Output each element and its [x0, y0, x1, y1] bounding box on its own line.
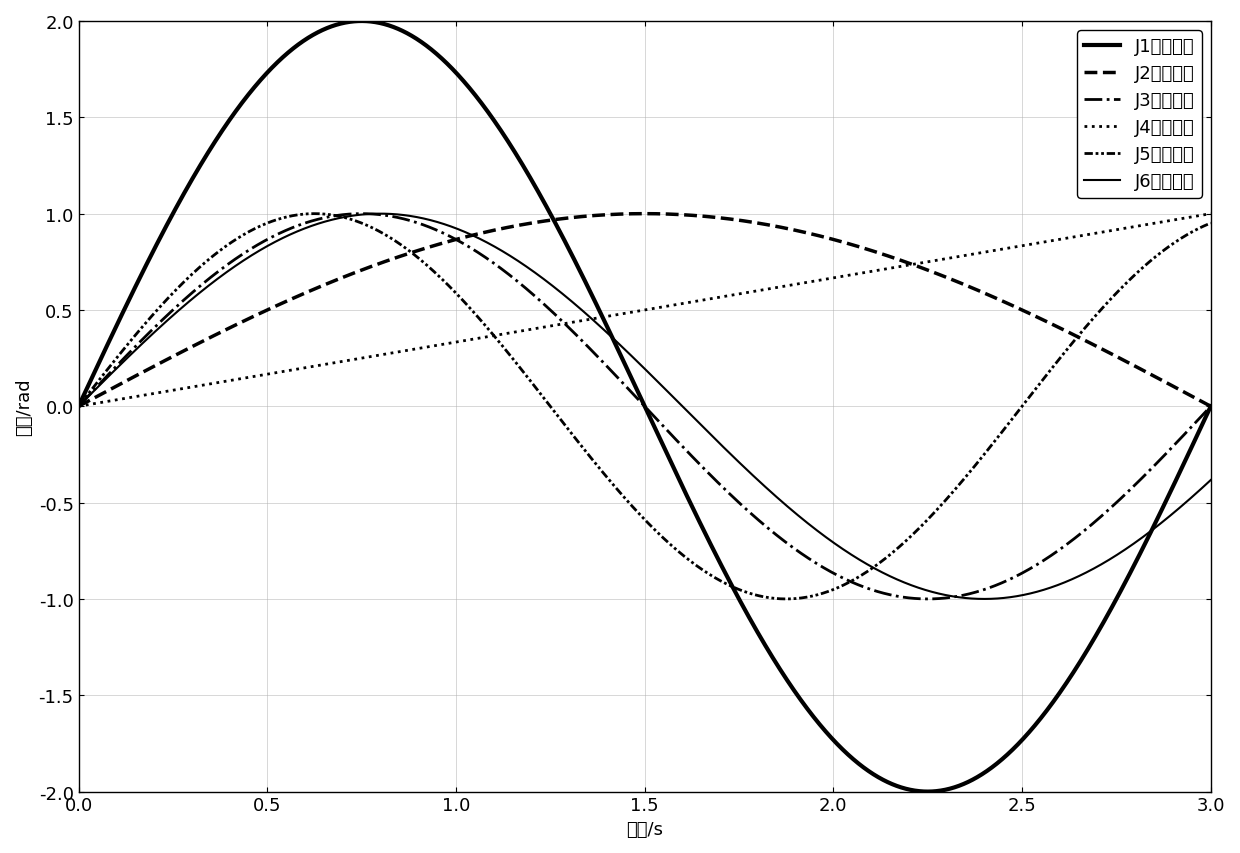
J6关节角度 [200, 282, 215, 293]
J1关节角度 [920, 786, 935, 797]
J6关节角度 [1203, 475, 1218, 485]
J1关节角度 [554, 232, 569, 242]
J6关节角度 [373, 209, 388, 219]
J3关节角度 [920, 595, 935, 605]
J2关节角度 [1059, 327, 1074, 337]
J3关节角度 [355, 209, 370, 219]
Line: J6关节角度: J6关节角度 [78, 214, 1210, 600]
J2关节角度 [71, 402, 86, 412]
J6关节角度 [1060, 577, 1075, 587]
Line: J4关节角度: J4关节角度 [78, 214, 1210, 407]
J3关节角度 [71, 402, 86, 412]
J3关节角度 [1060, 539, 1075, 549]
J1关节角度 [355, 17, 370, 27]
Legend: J1关节角度, J2关节角度, J3关节角度, J4关节角度, J5关节角度, J6关节角度: J1关节角度, J2关节角度, J3关节角度, J4关节角度, J5关节角度, … [1078, 31, 1202, 199]
J4关节角度 [71, 402, 86, 412]
J1关节角度 [268, 61, 283, 71]
J4关节角度 [554, 320, 569, 330]
J5关节角度 [1060, 345, 1075, 355]
J5关节角度 [554, 417, 569, 427]
J5关节角度 [506, 355, 521, 365]
J2关节角度 [200, 334, 215, 345]
J3关节角度 [1203, 402, 1218, 412]
J2关节角度 [1182, 390, 1197, 400]
J5关节角度 [1182, 229, 1197, 240]
J5关节角度 [268, 216, 283, 226]
J6关节角度 [1182, 495, 1197, 505]
J4关节角度 [268, 368, 283, 379]
J4关节角度 [505, 328, 520, 338]
J4关节角度 [200, 380, 215, 390]
J2关节角度 [505, 222, 520, 232]
J5关节角度 [1203, 218, 1218, 229]
J6关节角度 [71, 402, 86, 412]
J6关节角度 [506, 253, 521, 264]
J2关节角度 [637, 209, 652, 219]
J6关节角度 [268, 238, 283, 248]
J5关节角度 [200, 256, 215, 266]
J1关节角度 [1060, 676, 1075, 687]
J3关节角度 [506, 273, 521, 283]
J1关节角度 [200, 149, 215, 160]
Line: J1关节角度: J1关节角度 [78, 22, 1210, 792]
J3关节角度 [200, 276, 215, 286]
J5关节角度 [308, 209, 322, 219]
Line: J3关节角度: J3关节角度 [78, 214, 1210, 600]
X-axis label: 时间/s: 时间/s [626, 820, 663, 838]
J5关节角度 [71, 402, 86, 412]
J5关节角度 [779, 595, 794, 605]
J2关节角度 [554, 214, 569, 224]
J4关节角度 [1059, 234, 1074, 244]
J6关节角度 [977, 595, 992, 605]
J4关节角度 [1180, 213, 1195, 223]
J3关节角度 [554, 316, 569, 327]
J3关节角度 [268, 231, 283, 241]
J1关节角度 [71, 402, 86, 412]
J1关节角度 [506, 145, 521, 155]
J6关节角度 [554, 289, 569, 299]
Line: J2关节角度: J2关节角度 [78, 214, 1210, 407]
Y-axis label: 角度/rad: 角度/rad [15, 378, 33, 436]
J1关节角度 [1203, 402, 1218, 412]
J4关节角度 [1203, 209, 1218, 219]
J2关节角度 [1203, 402, 1218, 412]
J1关节角度 [1182, 448, 1197, 458]
J3关节角度 [1182, 425, 1197, 435]
Line: J5关节角度: J5关节角度 [78, 214, 1210, 600]
J2关节角度 [268, 302, 283, 312]
